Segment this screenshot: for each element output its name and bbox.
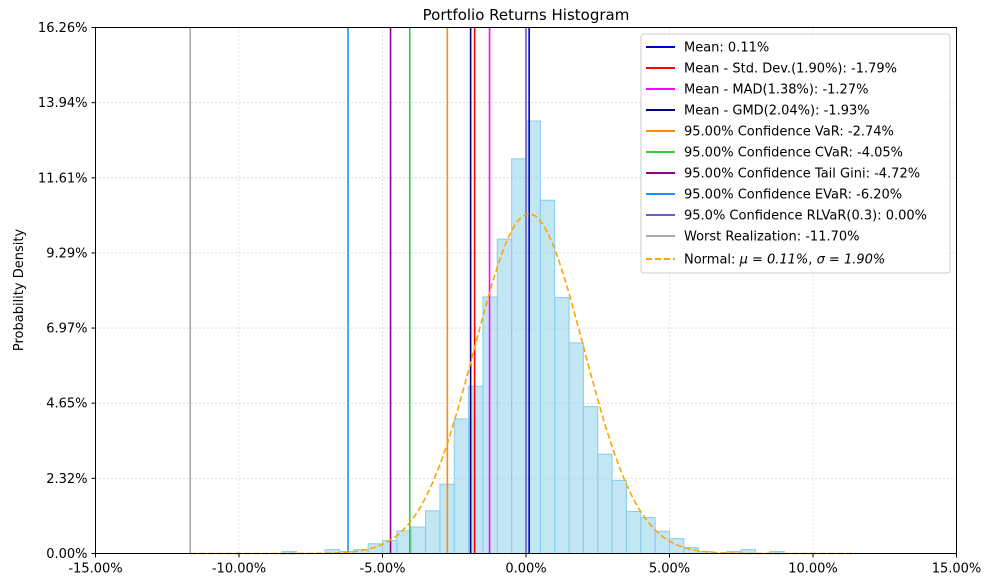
legend-box	[640, 33, 951, 274]
legend-label: Mean: 0.11%	[684, 41, 769, 56]
risk-measure-lines	[189, 27, 530, 554]
x-tick-label: -5.00%	[360, 562, 406, 577]
y-tick-label: 2.32%	[46, 472, 87, 487]
histogram-bar	[654, 530, 671, 554]
histogram-bar	[625, 510, 642, 555]
legend-label: 95.00% Confidence EVaR: -6.20%	[684, 188, 902, 203]
legend-label: Mean - MAD(1.38%): -1.27%	[684, 83, 868, 98]
histogram-bar	[539, 199, 556, 554]
histogram-bar	[453, 418, 470, 554]
histogram-bar	[525, 120, 541, 555]
y-axis-ticks: 0.00% 2.32% 4.65% 6.97% 9.29% 11.61% 13.94% 16.…	[38, 21, 96, 562]
x-tick-label: 10.00%	[788, 562, 838, 577]
legend: Mean: 0.11% Mean - Std. Dev.(1.90%): -1.7…	[640, 33, 951, 274]
histogram-bar	[410, 526, 427, 555]
legend-label-normal: Normal: μ = 0.11%, σ = 1.90%	[684, 253, 885, 268]
histogram-bar	[496, 238, 513, 554]
y-tick-label: 9.29%	[46, 246, 87, 261]
legend-label: 95.00% Confidence CVaR: -4.05%	[684, 146, 903, 161]
y-tick-label: 16.26%	[38, 21, 88, 36]
legend-label: Mean - GMD(2.04%): -1.93%	[684, 104, 870, 119]
y-axis-label: Probability Density	[12, 229, 27, 352]
legend-label: Mean - Std. Dev.(1.90%): -1.79%	[684, 62, 897, 77]
y-tick-label: 0.00%	[46, 547, 87, 562]
histogram-bar	[382, 540, 398, 554]
x-tick-label: 15.00%	[932, 562, 982, 577]
y-tick-label: 4.65%	[46, 397, 87, 412]
y-tick-label: 11.61%	[38, 171, 88, 186]
histogram-bar	[511, 158, 527, 554]
x-tick-label: 0.00%	[505, 562, 546, 577]
histogram-bar	[554, 297, 570, 554]
histogram-bar	[611, 479, 627, 555]
legend-label: 95.00% Confidence Tail Gini: -4.72%	[684, 167, 920, 182]
legend-label: Worst Realization: -11.70%	[684, 230, 860, 245]
y-tick-label: 6.97%	[46, 322, 87, 337]
histogram-bar	[568, 342, 584, 555]
histogram-bar	[597, 453, 613, 555]
x-tick-label: -10.00%	[212, 562, 266, 577]
histogram-bar	[425, 510, 441, 554]
legend-label: 95.0% Confidence RLVaR(0.3): 0.00%	[684, 209, 927, 224]
x-tick-label: 5.00%	[649, 562, 690, 577]
x-tick-label: -15.00%	[68, 562, 122, 577]
histogram-bar	[582, 406, 599, 554]
x-axis-ticks: -15.00% -10.00% -5.00% 0.00% 5.00% 10.00% 15.0…	[68, 553, 982, 577]
chart-title: Portfolio Returns Histogram	[423, 6, 630, 24]
y-tick-label: 13.94%	[38, 96, 88, 111]
legend-label: 95.00% Confidence VaR: -2.74%	[684, 125, 894, 140]
